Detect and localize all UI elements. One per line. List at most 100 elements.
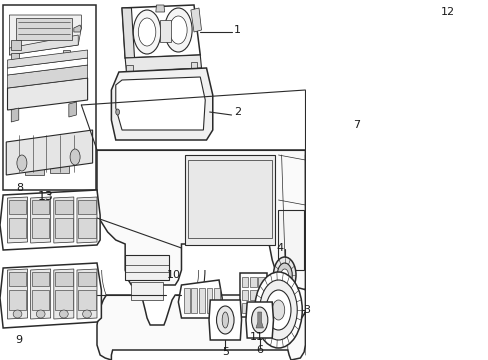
Polygon shape: [7, 269, 27, 319]
Text: 6: 6: [256, 345, 263, 355]
Circle shape: [259, 280, 297, 340]
Text: 9: 9: [15, 335, 22, 345]
Ellipse shape: [366, 112, 377, 118]
Circle shape: [265, 290, 290, 330]
Bar: [62, 50, 70, 56]
Bar: [258, 290, 264, 300]
Bar: [55, 290, 72, 310]
Polygon shape: [31, 197, 51, 243]
Circle shape: [272, 300, 284, 320]
Bar: [9, 218, 26, 238]
Ellipse shape: [36, 310, 45, 318]
Ellipse shape: [366, 134, 377, 140]
Ellipse shape: [13, 310, 22, 318]
Bar: [258, 303, 264, 313]
Text: 3: 3: [303, 305, 309, 315]
Bar: [278, 210, 303, 270]
Bar: [16, 18, 72, 40]
Polygon shape: [50, 138, 69, 158]
Ellipse shape: [222, 312, 228, 328]
Polygon shape: [6, 130, 92, 175]
Bar: [78, 218, 96, 238]
Bar: [159, 20, 170, 42]
Circle shape: [254, 272, 302, 348]
Bar: [250, 277, 256, 287]
Ellipse shape: [82, 310, 91, 318]
Polygon shape: [74, 25, 81, 32]
Polygon shape: [0, 263, 101, 328]
Polygon shape: [7, 65, 87, 88]
Polygon shape: [54, 269, 74, 319]
Bar: [3, 5, 96, 190]
Bar: [242, 303, 248, 313]
Text: 2: 2: [234, 107, 241, 117]
Polygon shape: [54, 197, 74, 243]
Circle shape: [251, 307, 267, 333]
Bar: [50, 158, 69, 173]
Bar: [32, 290, 49, 310]
Text: 1: 1: [234, 25, 241, 35]
Bar: [250, 290, 256, 300]
Circle shape: [164, 8, 192, 52]
Polygon shape: [25, 140, 44, 160]
Bar: [11, 40, 20, 50]
Polygon shape: [190, 8, 201, 32]
Bar: [412, 118, 422, 126]
Text: 12: 12: [440, 7, 454, 17]
Bar: [214, 288, 219, 313]
Bar: [183, 288, 189, 313]
Polygon shape: [178, 280, 222, 318]
Bar: [471, 118, 481, 126]
Bar: [187, 160, 272, 238]
Polygon shape: [97, 150, 306, 360]
Polygon shape: [116, 77, 205, 130]
Polygon shape: [7, 197, 27, 243]
Bar: [242, 277, 248, 287]
Polygon shape: [7, 50, 87, 68]
Bar: [9, 200, 26, 214]
Circle shape: [216, 306, 234, 334]
Ellipse shape: [367, 109, 376, 114]
Bar: [199, 288, 204, 313]
Bar: [366, 115, 377, 137]
Bar: [242, 290, 248, 300]
Circle shape: [277, 263, 292, 287]
Polygon shape: [77, 197, 97, 243]
Bar: [411, 30, 484, 105]
Ellipse shape: [60, 310, 68, 318]
Polygon shape: [208, 300, 241, 340]
Bar: [258, 277, 264, 287]
Circle shape: [17, 155, 27, 171]
Bar: [25, 160, 44, 175]
Circle shape: [138, 18, 156, 46]
Bar: [126, 65, 132, 73]
Bar: [190, 62, 197, 70]
Bar: [11, 53, 19, 59]
Polygon shape: [9, 35, 78, 55]
Bar: [9, 290, 26, 310]
Bar: [125, 255, 169, 280]
Bar: [206, 288, 212, 313]
Polygon shape: [9, 15, 81, 55]
Bar: [78, 272, 96, 286]
Bar: [55, 200, 72, 214]
Text: 8: 8: [17, 183, 23, 193]
Text: 13: 13: [37, 189, 53, 202]
Bar: [78, 290, 96, 310]
Polygon shape: [7, 78, 87, 110]
Circle shape: [70, 149, 80, 165]
Circle shape: [273, 257, 295, 293]
Bar: [191, 288, 197, 313]
Polygon shape: [245, 302, 273, 338]
Bar: [250, 303, 256, 313]
Bar: [32, 272, 49, 286]
Polygon shape: [111, 68, 212, 140]
Text: 10: 10: [166, 270, 181, 280]
Polygon shape: [7, 58, 87, 75]
Polygon shape: [406, 20, 488, 120]
Polygon shape: [122, 5, 200, 58]
Circle shape: [133, 10, 161, 54]
Text: 7: 7: [352, 120, 360, 130]
Text: 5: 5: [222, 347, 228, 357]
Polygon shape: [69, 102, 76, 117]
